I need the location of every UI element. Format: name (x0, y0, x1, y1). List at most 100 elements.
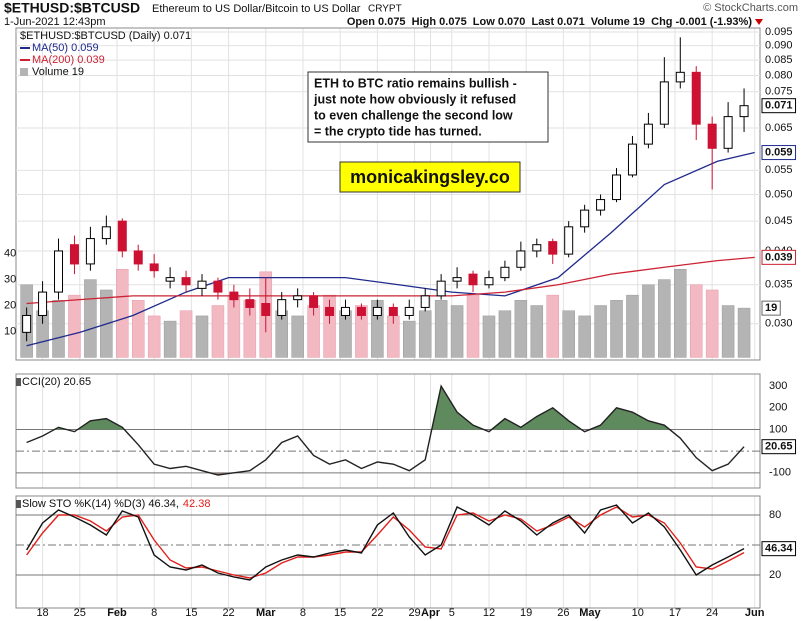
ma-value-label: 0.059 (765, 146, 793, 158)
candle-body (564, 226, 574, 255)
panel-title-swatch (16, 500, 21, 508)
annotation-line: ETH to BTC ratio remains bullish - (314, 76, 517, 90)
candle-body (500, 266, 510, 279)
x-tick-label: 26 (557, 607, 569, 619)
down-arrow (755, 19, 763, 25)
x-tick-label: 19 (520, 607, 532, 619)
last-price-label-box (761, 98, 797, 114)
candle-body (388, 306, 398, 316)
candle-body (643, 123, 653, 145)
last-price-label: 0.071 (765, 100, 793, 112)
volume-bar (689, 284, 703, 358)
x-tick-label: Feb (107, 607, 127, 619)
volume-bar (482, 315, 496, 358)
candle-body (197, 280, 207, 289)
volume-bar (721, 305, 735, 358)
candle-body (627, 143, 637, 176)
candle-body (596, 199, 606, 211)
candle-body (420, 295, 430, 308)
volume-bar (434, 300, 448, 358)
volume-bar (594, 305, 607, 358)
indicator-value-label-box (761, 439, 797, 455)
legend-main: $ETHUSD:$BTCUSD (Daily) 0.071 (20, 30, 191, 42)
y-tick-label: 0.045 (765, 215, 793, 227)
ma-value-label-box (761, 145, 797, 161)
candle-body (340, 306, 350, 316)
volume-bar (147, 315, 161, 358)
candle-body (69, 244, 79, 265)
candle-body (85, 238, 95, 265)
annotation-box (307, 71, 549, 143)
x-tick-label: May (579, 607, 601, 619)
y-tick-label: 0.080 (765, 69, 793, 81)
candle-body (181, 277, 191, 286)
y-tick-label: 80 (769, 509, 781, 521)
y-tick-label: 0.095 (765, 26, 793, 38)
x-tick-label: 12 (483, 607, 495, 619)
panel-title-text: Slow STO %K(14) %D(3) 46.34, (22, 498, 179, 510)
candle-body (149, 263, 159, 272)
candle-body (707, 123, 717, 149)
candle-body (133, 250, 143, 265)
volume-bar (705, 289, 719, 358)
candle-body (580, 209, 590, 228)
candle-body (277, 299, 287, 316)
volume-bar (737, 307, 751, 358)
ma-value-label: 0.039 (765, 251, 793, 263)
volume-tick-label: 20 (4, 299, 16, 311)
candle-body (229, 291, 239, 301)
candle-body (356, 306, 366, 316)
plot-area (20, 37, 755, 358)
x-tick-label: Mar (256, 607, 276, 619)
candle-body (293, 295, 303, 301)
indicator-line (26, 506, 745, 579)
candle-body (309, 295, 319, 308)
candle-body (101, 226, 111, 240)
x-tick-label: 25 (74, 607, 86, 619)
exchange: CRYPT (368, 4, 402, 15)
panel-title-extra: 42.38 (183, 498, 211, 510)
volume-value-label: 19 (765, 302, 777, 314)
candle-body (245, 299, 255, 308)
x-tick-label: 5 (449, 607, 455, 619)
panel-title: CCI(20) 20.65 (22, 376, 91, 388)
description: Ethereum to US Dollar/Bitcoin to US Doll… (152, 3, 361, 15)
x-tick-label: 29 (408, 607, 420, 619)
panel-title-swatch (16, 378, 21, 386)
y-tick-label: 0.030 (765, 318, 793, 330)
date: 1-Jun-2021 12:43pm (4, 16, 106, 28)
panel-title: Slow STO %K(14) %D(3) 46.34, 42.38 (22, 498, 210, 510)
x-tick-label: 17 (669, 607, 681, 619)
symbol: $ETHUSD:$BTCUSD (4, 0, 140, 16)
indicator-value-label-box (761, 541, 797, 557)
volume-bar (84, 279, 97, 358)
legend-swatch (20, 68, 28, 76)
annotation-line: = the crypto tide has turned. (314, 124, 482, 138)
watermark: monicakingsley.co (350, 167, 510, 187)
volume-tick-label: 10 (4, 325, 16, 337)
volume-bar (418, 310, 432, 358)
volume-bar (466, 294, 480, 358)
volume-bar (116, 268, 129, 358)
volume-bar (562, 310, 575, 358)
volume-bar (498, 310, 512, 358)
x-tick-label: 22 (371, 607, 383, 619)
candle-body (723, 116, 733, 149)
volume-bar (211, 305, 225, 358)
y-tick-label: 0.050 (765, 188, 793, 200)
indicator-value-label: 20.65 (765, 441, 793, 453)
x-tick-label: 15 (185, 607, 197, 619)
y-tick-label: 0.075 (765, 86, 793, 98)
volume-bar (626, 294, 639, 358)
volume-bar (578, 315, 591, 358)
panel-frame (15, 373, 761, 489)
candle-body (675, 71, 685, 83)
x-tick-label: 10 (632, 607, 644, 619)
volume-bar (674, 268, 687, 358)
volume-bar (546, 294, 559, 358)
volume-bar (195, 315, 209, 358)
candle-body (22, 314, 32, 333)
legend-entry: Volume 19 (32, 66, 84, 78)
y-tick-label: -100 (769, 467, 791, 479)
